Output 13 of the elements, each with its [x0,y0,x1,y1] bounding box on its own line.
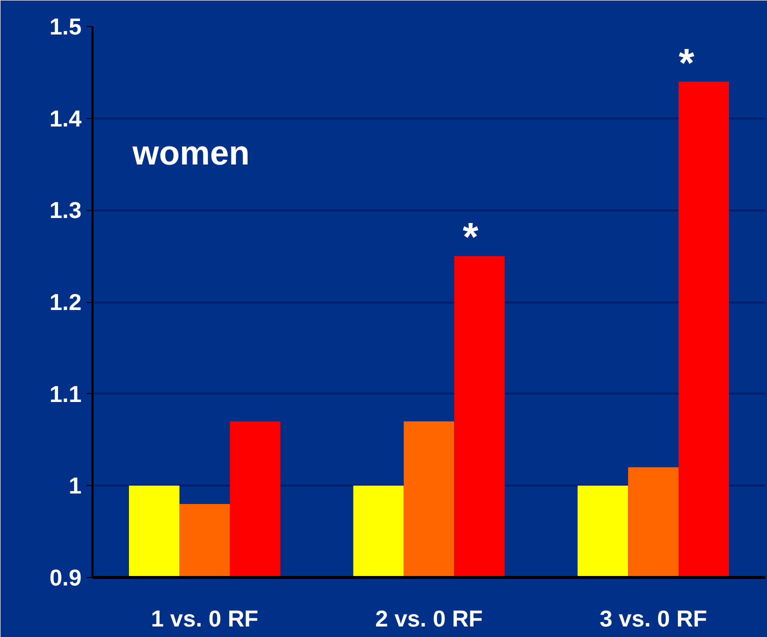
y-tick-label: 1.4 [50,105,82,132]
annotation: * [678,42,695,86]
x-tick-label: 2 vs. 0 RF [375,606,483,632]
annotation: * [462,216,479,260]
x-tick-label: 3 vs. 0 RF [600,606,708,632]
y-tick-label: 1 [68,472,82,499]
y-tick-label: 1.5 [50,14,82,40]
y-tick-label: 1.3 [50,197,82,224]
annotation: women [132,134,250,172]
y-tick-label: 0.9 [50,564,82,590]
x-tick-label: 1 vs. 0 RF [150,606,258,632]
y-tick-label: 1.1 [50,380,82,407]
y-tick-label: 1.2 [50,289,82,315]
